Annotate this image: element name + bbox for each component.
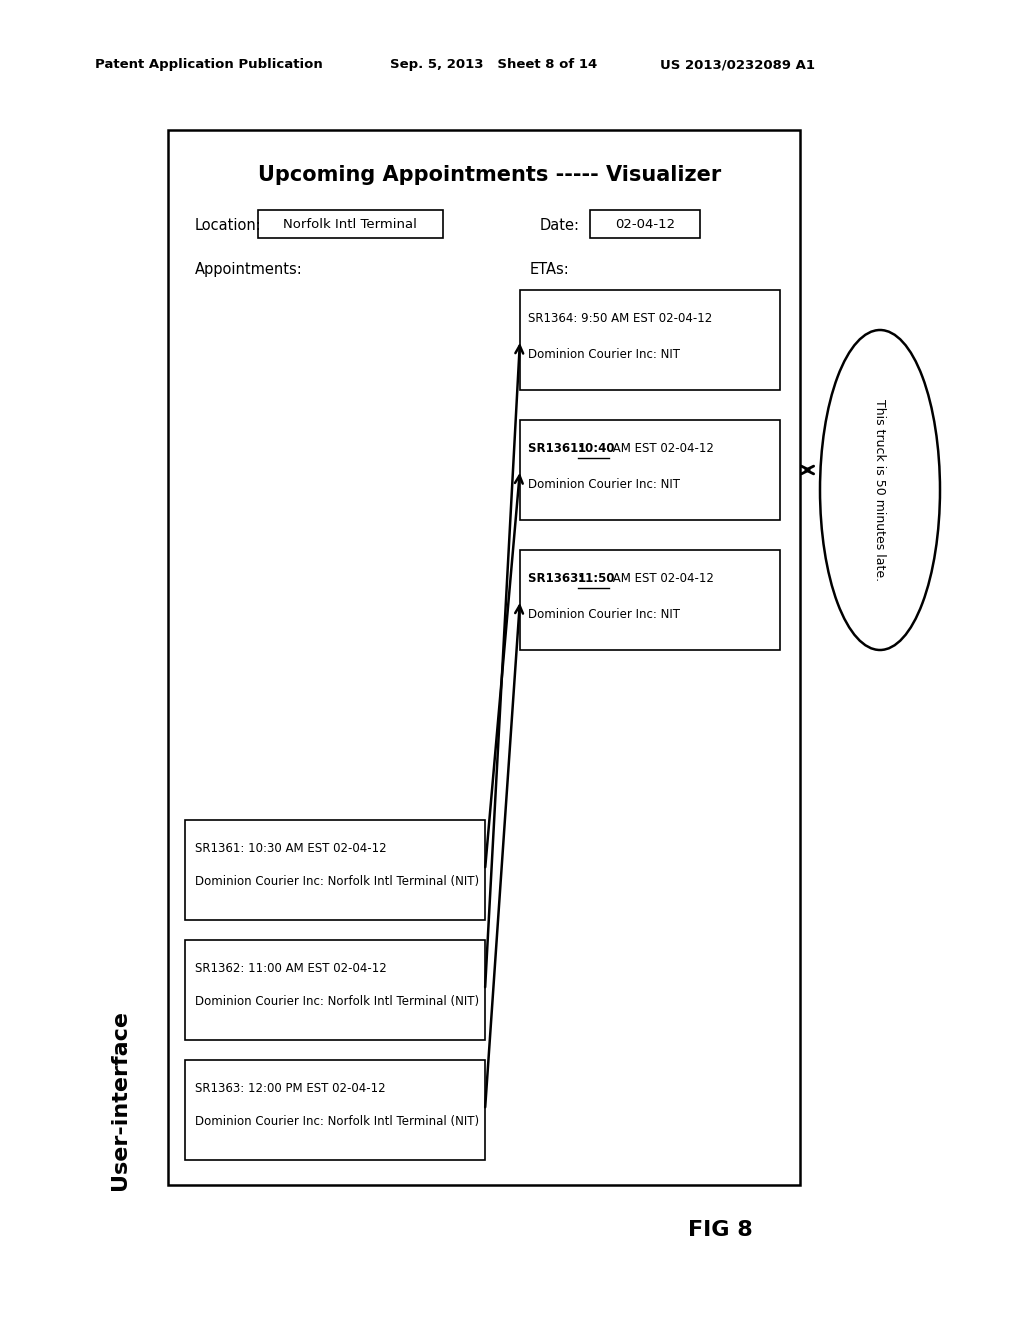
Text: SR1361:: SR1361: — [528, 442, 587, 455]
Text: SR1361: 10:30 AM EST 02-04-12: SR1361: 10:30 AM EST 02-04-12 — [195, 842, 387, 855]
Text: US 2013/0232089 A1: US 2013/0232089 A1 — [660, 58, 815, 71]
Text: 11:50: 11:50 — [578, 572, 615, 585]
Text: Dominion Courier Inc: Norfolk Intl Terminal (NIT): Dominion Courier Inc: Norfolk Intl Termi… — [195, 995, 479, 1008]
Bar — [520, 550, 780, 649]
Text: Sep. 5, 2013   Sheet 8 of 14: Sep. 5, 2013 Sheet 8 of 14 — [390, 58, 597, 71]
Bar — [185, 1060, 485, 1160]
Text: SR1362: 11:00 AM EST 02-04-12: SR1362: 11:00 AM EST 02-04-12 — [195, 962, 387, 975]
Bar — [520, 290, 780, 389]
Bar — [258, 210, 443, 238]
Text: Appointments:: Appointments: — [195, 261, 303, 277]
Text: SR1363:: SR1363: — [528, 572, 587, 585]
Text: Norfolk Intl Terminal: Norfolk Intl Terminal — [283, 218, 417, 231]
Text: SR1363: 12:00 PM EST 02-04-12: SR1363: 12:00 PM EST 02-04-12 — [195, 1082, 386, 1096]
Text: Upcoming Appointments ----- Visualizer: Upcoming Appointments ----- Visualizer — [258, 165, 722, 185]
Text: Dominion Courier Inc: Norfolk Intl Terminal (NIT): Dominion Courier Inc: Norfolk Intl Termi… — [195, 1115, 479, 1129]
Text: This truck is 50 minutes late.: This truck is 50 minutes late. — [873, 399, 887, 581]
Text: Patent Application Publication: Patent Application Publication — [95, 58, 323, 71]
Bar — [520, 420, 780, 520]
Bar — [185, 940, 485, 1040]
Bar — [590, 210, 700, 238]
Text: 10:40: 10:40 — [578, 442, 615, 455]
Text: Location:: Location: — [195, 218, 262, 234]
Text: Dominion Courier Inc: Norfolk Intl Terminal (NIT): Dominion Courier Inc: Norfolk Intl Termi… — [195, 875, 479, 888]
Bar — [185, 820, 485, 920]
Text: Date:: Date: — [540, 218, 580, 234]
Text: Dominion Courier Inc: NIT: Dominion Courier Inc: NIT — [528, 348, 680, 360]
Bar — [168, 129, 800, 1185]
Ellipse shape — [820, 330, 940, 649]
Text: Dominion Courier Inc: NIT: Dominion Courier Inc: NIT — [528, 478, 680, 491]
Text: SR1364: 9:50 AM EST 02-04-12: SR1364: 9:50 AM EST 02-04-12 — [528, 312, 713, 325]
Text: AM EST 02-04-12: AM EST 02-04-12 — [608, 572, 714, 585]
Text: 02-04-12: 02-04-12 — [615, 218, 675, 231]
Text: AM EST 02-04-12: AM EST 02-04-12 — [608, 442, 714, 455]
Text: ETAs:: ETAs: — [530, 261, 569, 277]
Text: User-interface: User-interface — [110, 1010, 130, 1191]
Text: Dominion Courier Inc: NIT: Dominion Courier Inc: NIT — [528, 609, 680, 620]
Text: FIG 8: FIG 8 — [688, 1220, 753, 1239]
